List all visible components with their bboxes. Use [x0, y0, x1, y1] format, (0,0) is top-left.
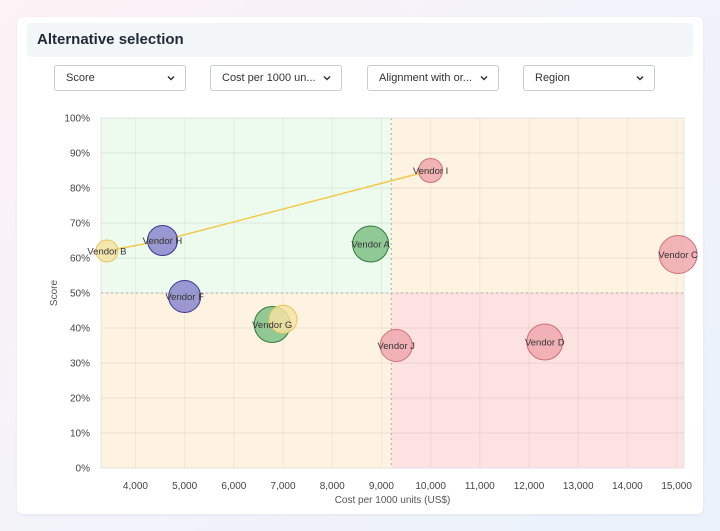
y-tick-label: 90% — [70, 149, 90, 160]
x-axis-label: Cost per 1000 units (US$) — [335, 495, 451, 506]
color-select-value: Region — [535, 72, 570, 84]
x-axis-select[interactable]: Cost per 1000 un... — [210, 65, 342, 91]
bubble-label: Vendor G — [252, 320, 292, 331]
x-tick-label: 4,000 — [123, 481, 148, 492]
y-tick-label: 40% — [70, 324, 90, 335]
color-select[interactable]: Region — [523, 65, 655, 91]
bubble-label: Vendor C — [658, 250, 698, 261]
chevron-down-icon — [636, 75, 644, 81]
quadrant-top-right — [391, 118, 684, 293]
y-tick-label: 70% — [70, 219, 90, 230]
bubble-vendor-f — [168, 280, 202, 313]
bubble-vendor-g2 — [268, 304, 298, 334]
chevron-down-icon — [323, 75, 331, 81]
x-axis-select-value: Cost per 1000 un... — [222, 72, 316, 84]
x-tick-label: 5,000 — [172, 481, 197, 492]
y-axis-select[interactable]: Score — [54, 65, 186, 91]
y-axis-select-value: Score — [66, 72, 95, 84]
quadrant-bottom-left — [101, 293, 392, 468]
chevron-down-icon — [480, 75, 488, 81]
x-tick-label: 14,000 — [612, 481, 643, 492]
x-tick-label: 7,000 — [271, 481, 296, 492]
y-tick-label: 30% — [70, 359, 90, 370]
card-header: Alternative selection — [27, 23, 693, 57]
bubble-label: Vendor F — [165, 292, 204, 303]
bubble-vendor-h — [146, 225, 178, 256]
bubble-vendor-b — [95, 239, 119, 263]
y-axis-label: Score — [49, 280, 60, 307]
bubble-vendor-c — [658, 235, 698, 274]
y-tick-label: 20% — [70, 394, 90, 405]
bubble-vendor-a — [352, 225, 390, 263]
y-tick-label: 100% — [64, 114, 90, 125]
plot-frame — [100, 117, 685, 469]
y-tick-label: 50% — [70, 289, 90, 300]
x-tick-label: 13,000 — [563, 481, 594, 492]
bubble-vendor-j — [379, 329, 413, 362]
x-tick-label: 15,000 — [661, 481, 692, 492]
bubble-label: Vendor J — [377, 341, 415, 352]
y-tick-label: 0% — [76, 464, 91, 475]
bubble-label: Vendor H — [143, 236, 183, 247]
quadrant-bottom-right — [391, 293, 684, 468]
x-tick-label: 9,000 — [369, 481, 394, 492]
quadrant-top-left — [101, 118, 392, 293]
y-tick-label: 10% — [70, 429, 90, 440]
bubble-vendor-i — [418, 158, 444, 183]
x-tick-label: 10,000 — [415, 481, 446, 492]
y-tick-label: 60% — [70, 254, 90, 265]
x-tick-label: 12,000 — [514, 481, 545, 492]
bubble-label: Vendor D — [525, 338, 565, 349]
card-title: Alternative selection — [37, 31, 184, 48]
size-select-value: Alignment with or... — [379, 72, 472, 84]
bubble-vendor-d — [526, 323, 564, 361]
bubble-label: Vendor I — [413, 166, 448, 177]
chevron-down-icon — [167, 75, 175, 81]
y-tick-label: 80% — [70, 184, 90, 195]
x-tick-label: 11,000 — [465, 481, 495, 492]
size-select[interactable]: Alignment with or... — [367, 65, 499, 91]
bubble-label: Vendor A — [351, 240, 390, 251]
x-tick-label: 8,000 — [320, 481, 345, 492]
bubble-label: Vendor B — [87, 247, 126, 258]
x-tick-label: 6,000 — [221, 481, 246, 492]
